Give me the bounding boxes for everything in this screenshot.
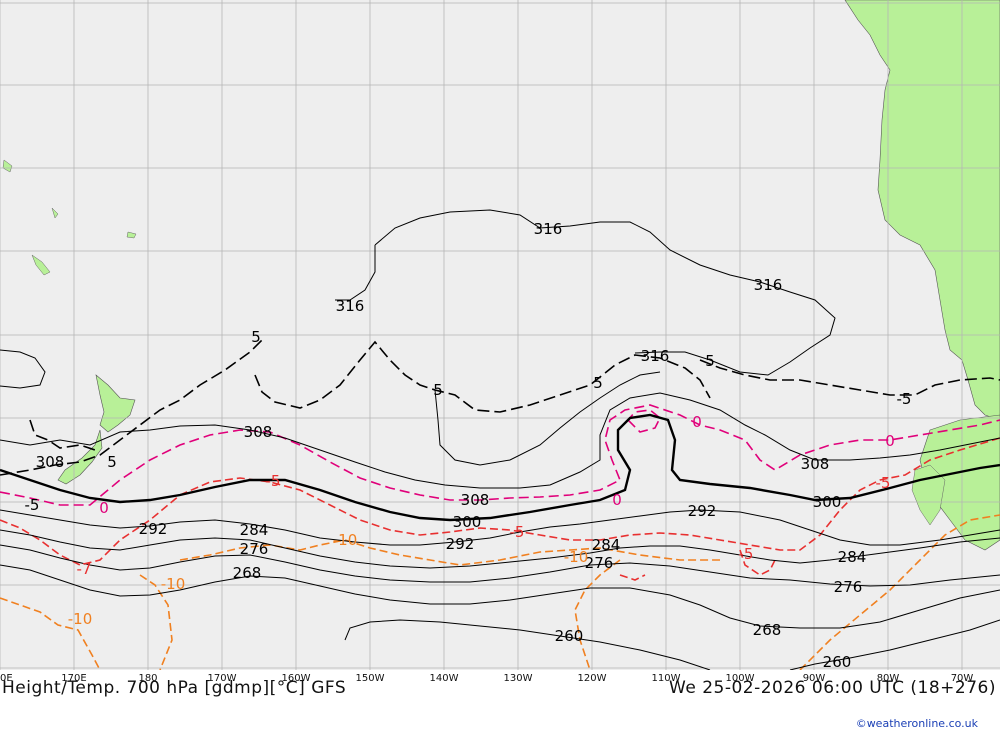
temp-label: 5 xyxy=(107,453,117,471)
lon-label: 180 xyxy=(138,673,157,684)
height-label: 300 xyxy=(813,493,842,511)
longitude-axis: 160E 170E 180 170W 160W 150W 140W 130W 1… xyxy=(0,673,974,684)
temp-label: 0 xyxy=(692,413,702,431)
height-label: 276 xyxy=(585,554,614,572)
lat-lon-grid xyxy=(0,0,1000,670)
temp-label: -5 xyxy=(510,523,525,541)
footer: 160E 170E 180 170W 160W 150W 140W 130W 1… xyxy=(0,670,1000,733)
lon-label: 120W xyxy=(578,673,607,684)
temp-contours-minus5 xyxy=(0,437,1000,581)
temp-label: -5 xyxy=(897,390,912,408)
temp-contours-minus10 xyxy=(0,514,1000,671)
height-label: 276 xyxy=(240,540,269,558)
height-label: 260 xyxy=(555,627,584,645)
height-contours xyxy=(0,209,1000,671)
temp-label: -5 xyxy=(25,496,40,514)
temp-label: -10 xyxy=(333,531,358,549)
temp-label: -7 xyxy=(77,560,92,578)
lon-label: 80W xyxy=(877,673,900,684)
temp-label: 5 xyxy=(251,328,261,346)
temp-contours-plus5 xyxy=(0,339,1000,476)
height-label: 316 xyxy=(641,347,670,365)
lon-label: 100W xyxy=(726,673,755,684)
height-label: 308 xyxy=(461,491,490,509)
lon-label: 150W xyxy=(356,673,385,684)
height-label: 300 xyxy=(453,513,482,531)
height-label: 260 xyxy=(823,653,852,670)
height-label: 268 xyxy=(233,564,262,582)
temp-contours-zero xyxy=(0,404,1000,506)
temp-label: -10 xyxy=(68,610,93,628)
temp-label: -10 xyxy=(161,575,186,593)
temp-label: -10 xyxy=(564,548,589,566)
height-labels: 316 316 316 316 308 308 308 308 300 300 … xyxy=(36,220,867,671)
lon-label: 70W xyxy=(951,673,974,684)
lon-label: 130W xyxy=(504,673,533,684)
height-label: 284 xyxy=(240,521,269,539)
height-label: 316 xyxy=(754,276,783,294)
temp-label: 5 xyxy=(593,374,603,392)
height-label: 292 xyxy=(446,535,475,553)
height-contour-300 xyxy=(0,413,1000,522)
lon-label: 140W xyxy=(430,673,459,684)
small-islands xyxy=(2,159,137,276)
height-label: 276 xyxy=(834,578,863,596)
temp-label: 0 xyxy=(885,432,895,450)
chart-title: Height/Temp. 700 hPa [gdmp][°C] GFS xyxy=(2,678,347,698)
lon-label: 160E xyxy=(0,673,13,684)
lon-label: 170W xyxy=(208,673,237,684)
height-label: 316 xyxy=(336,297,365,315)
temp-label: 0 xyxy=(99,499,109,517)
height-label: 268 xyxy=(753,621,782,639)
height-label: 308 xyxy=(801,455,830,473)
temp-label: -5 xyxy=(876,474,891,492)
temp-label: -5 xyxy=(739,545,754,563)
map-area: 316 316 316 316 308 308 308 308 300 300 … xyxy=(0,0,1000,683)
height-label: 292 xyxy=(688,502,717,520)
temp-label: -5 xyxy=(266,472,281,490)
temperature-labels: 5 5 5 5 5 -5 0 0 0 0 -5 -5 -5 -5 -5 -10 … xyxy=(25,328,912,628)
valid-time: We 25-02-2026 06:00 UTC (18+276) xyxy=(669,678,996,698)
temp-label: 5 xyxy=(433,381,443,399)
landmass-new-zealand xyxy=(57,374,136,485)
height-label: 284 xyxy=(838,548,867,566)
height-label: 284 xyxy=(592,536,621,554)
lon-label: 90W xyxy=(803,673,826,684)
height-label: 308 xyxy=(244,423,273,441)
lon-label: 160W xyxy=(282,673,311,684)
map-canvas: 316 316 316 316 308 308 308 308 300 300 … xyxy=(0,0,1000,683)
lon-label: 170E xyxy=(61,673,86,684)
height-label: 308 xyxy=(36,453,65,471)
height-label: 316 xyxy=(534,220,563,238)
lon-label: 110W xyxy=(652,673,681,684)
credit-link[interactable]: ©weatheronline.co.uk xyxy=(855,717,978,730)
temp-label: 0 xyxy=(612,491,622,509)
height-label: 292 xyxy=(139,520,168,538)
temp-label: 5 xyxy=(705,352,715,370)
